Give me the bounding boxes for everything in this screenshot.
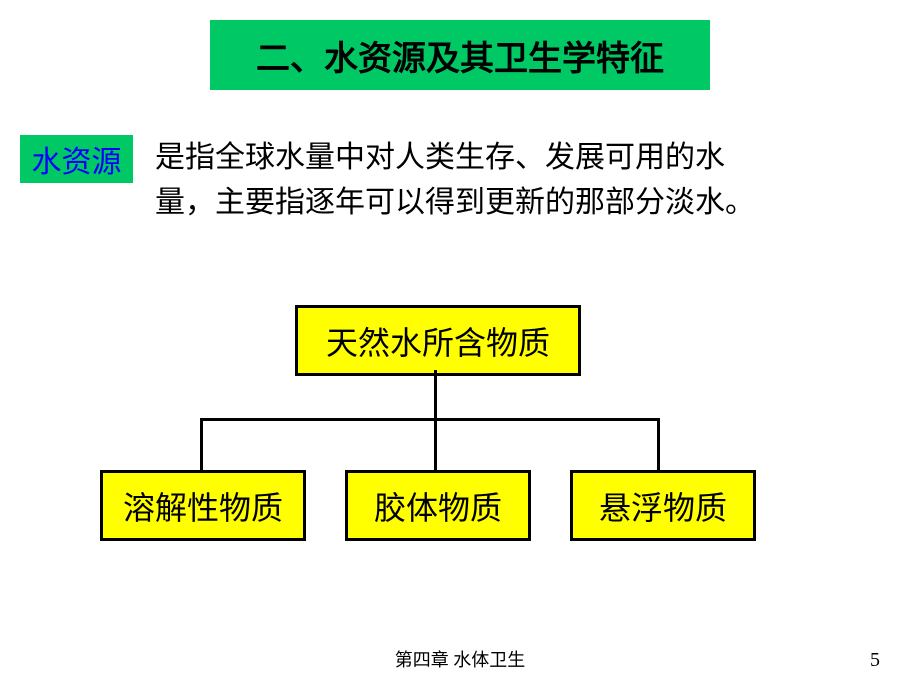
tree-root-node: 天然水所含物质: [295, 305, 581, 376]
tree-child-node: 胶体物质: [345, 470, 531, 541]
definition-text: 是指全球水量中对人类生存、发展可用的水量，主要指逐年可以得到更新的那部分淡水。: [155, 135, 765, 225]
connector-drop: [434, 418, 437, 470]
connector-trunk: [434, 370, 437, 420]
term-label: 水资源: [20, 135, 133, 183]
connector-drop: [200, 418, 203, 470]
connector-hbar: [200, 418, 660, 421]
footer-chapter: 第四章 水体卫生: [0, 646, 920, 672]
tree-child-node: 悬浮物质: [570, 470, 756, 541]
connector-drop: [657, 418, 660, 470]
section-title: 二、水资源及其卫生学特征: [210, 20, 710, 90]
page-number: 5: [870, 649, 880, 672]
tree-child-node: 溶解性物质: [100, 470, 306, 541]
